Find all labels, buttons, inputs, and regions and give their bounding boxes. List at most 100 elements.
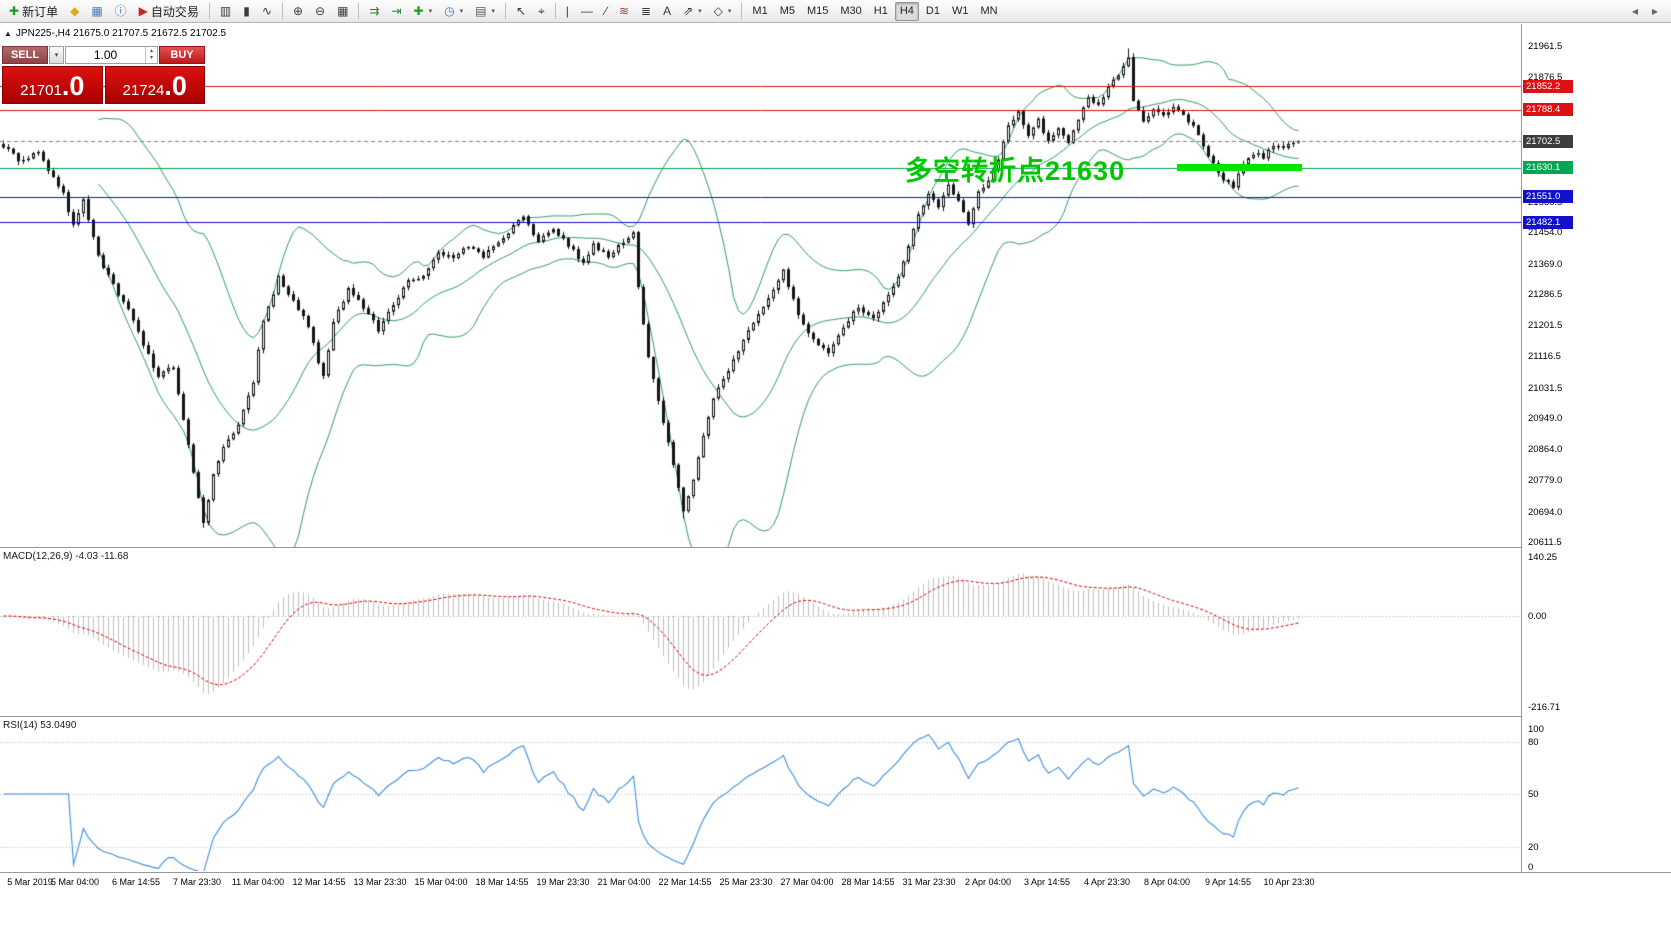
macd-axis-label: 0.00 bbox=[1528, 611, 1547, 622]
toolbar-separator bbox=[741, 3, 743, 19]
time-axis-label: 22 Mar 14:55 bbox=[658, 877, 712, 887]
toolbar-scroll-right-icon: ▸ bbox=[1651, 4, 1658, 18]
sell-button[interactable]: SELL bbox=[2, 46, 48, 64]
time-axis-label: 4 Apr 23:30 bbox=[1083, 877, 1131, 887]
crosshair-icon: ⌖ bbox=[538, 4, 545, 18]
toolbar-separator bbox=[554, 3, 556, 19]
trendline-icon: ∕ bbox=[604, 4, 607, 18]
buy-button[interactable]: BUY bbox=[159, 46, 205, 64]
charts-menu-button[interactable]: ◆ bbox=[65, 2, 84, 21]
line-chart-button[interactable]: ∿ bbox=[257, 2, 277, 21]
timeframe-m1-button[interactable]: M1 bbox=[747, 2, 772, 21]
zoom-in-button[interactable]: ⊕ bbox=[288, 2, 308, 21]
dropdown-caret-icon: ▾ bbox=[727, 8, 732, 15]
zoom-out-button[interactable]: ⊖ bbox=[310, 2, 330, 21]
bar-chart-button[interactable]: ▥ bbox=[215, 2, 236, 21]
periods-icon: ◷ bbox=[444, 4, 455, 18]
time-axis-label: 8 Apr 04:00 bbox=[1143, 877, 1191, 887]
timeframe-mn-button-label: MN bbox=[980, 5, 998, 17]
toolbar-right-buttons: ◂ ▸ bbox=[1626, 2, 1664, 21]
timeframe-mn-button[interactable]: MN bbox=[975, 2, 1002, 21]
timeframe-m15-button[interactable]: M15 bbox=[802, 2, 833, 21]
info-icon: ⓘ bbox=[114, 4, 127, 18]
sell-price-base: 21701 bbox=[20, 82, 62, 99]
shapes-button[interactable]: ◇ ▾ bbox=[709, 2, 737, 21]
timeframe-m5-button-label: M5 bbox=[779, 5, 795, 17]
tile-windows-button[interactable]: ▦ bbox=[332, 2, 353, 21]
text-label-button[interactable]: A bbox=[658, 2, 676, 21]
annotation-text[interactable]: 多空转折点21630 bbox=[905, 156, 1126, 186]
channel-button[interactable]: ≣ bbox=[636, 2, 656, 21]
timeframe-h4-button[interactable]: H4 bbox=[894, 1, 919, 21]
toolbar-separator bbox=[504, 3, 506, 19]
autotrading-button[interactable]: ▶ 自动交易 bbox=[134, 2, 204, 21]
candlestick-chart-button[interactable]: ▮ bbox=[238, 2, 255, 21]
macd-indicator-label: MACD(12,26,9) -4.03 -11.68 bbox=[3, 551, 129, 562]
current-price-badge: 21702.5 bbox=[1523, 134, 1573, 148]
indicators-button[interactable]: ✚ ▾ bbox=[409, 2, 438, 21]
price-tick-label: 21369.0 bbox=[1528, 258, 1563, 270]
timeframe-h1-button[interactable]: H1 bbox=[869, 2, 893, 21]
cursor-button[interactable]: ↖ bbox=[511, 2, 531, 21]
rsi-axis-label: 80 bbox=[1528, 736, 1539, 748]
arrows-button[interactable]: ⇗ ▾ bbox=[678, 2, 707, 21]
volume-field[interactable]: 1.00 ▴ ▾ bbox=[65, 46, 158, 64]
buy-price-display[interactable]: 21724.0 bbox=[104, 66, 205, 104]
market-watch-button[interactable]: ▦ bbox=[86, 2, 107, 21]
time-axis-label: 7 Mar 23:30 bbox=[172, 877, 222, 887]
panel-separator[interactable] bbox=[0, 716, 1671, 717]
text-label-icon: A bbox=[663, 4, 672, 18]
toolbar-scroll-right-button[interactable]: ▸ bbox=[1647, 2, 1663, 21]
auto-scroll-button[interactable]: ⇉ bbox=[364, 2, 384, 21]
rsi-axis-label: 20 bbox=[1528, 841, 1539, 853]
bar-chart-icon: ▥ bbox=[219, 4, 232, 18]
rsi-panel-canvas[interactable] bbox=[0, 718, 1521, 871]
timeframe-d1-button[interactable]: D1 bbox=[921, 2, 945, 21]
horizontal-line-button[interactable]: — bbox=[576, 2, 598, 21]
autotrading-icon: ▶ bbox=[138, 4, 148, 18]
price-tick-label: 20949.0 bbox=[1528, 413, 1563, 424]
time-axis-label: 5 Mar 2019 bbox=[7, 877, 53, 887]
one-click-trading-panel: SELL ▾ 1.00 ▴ ▾ BUY 21701.0 21724.0 bbox=[2, 46, 205, 104]
timeframe-d1-button-label: D1 bbox=[925, 5, 940, 17]
volume-input[interactable]: 1.00 bbox=[93, 48, 118, 62]
time-axis-label: 28 Mar 14:55 bbox=[841, 877, 895, 887]
volume-decrease-button[interactable]: ▾ bbox=[149, 55, 153, 61]
periods-button[interactable]: ◷ ▾ bbox=[439, 2, 468, 21]
level-price-badge: 21788.4 bbox=[1523, 103, 1573, 117]
macd-panel-canvas[interactable] bbox=[0, 549, 1521, 715]
zoom-in-icon: ⊕ bbox=[292, 4, 303, 18]
fibonacci-button[interactable]: ≋ bbox=[614, 2, 634, 21]
timeframe-m30-button-label: M30 bbox=[840, 5, 862, 17]
support-highlight-line[interactable] bbox=[1177, 164, 1302, 172]
chart-shift-button[interactable]: ⇥ bbox=[386, 2, 406, 21]
timeframe-w1-button[interactable]: W1 bbox=[947, 2, 974, 21]
main-chart-canvas[interactable] bbox=[0, 24, 1521, 547]
price-tick-label: 20864.0 bbox=[1528, 444, 1563, 456]
chevron-down-icon: ▾ bbox=[54, 52, 59, 59]
new-order-button-label: 新订单 bbox=[22, 4, 59, 19]
vertical-line-button[interactable]: | bbox=[561, 2, 574, 21]
timeframe-m5-button[interactable]: M5 bbox=[775, 2, 800, 21]
toolbar-separator bbox=[208, 3, 210, 19]
toolbar-scroll-left-button[interactable]: ◂ bbox=[1627, 2, 1643, 21]
time-axis[interactable]: 5 Mar 2019 5 Mar 04:00 6 Mar 14:55 7 Mar 23… bbox=[0, 872, 1671, 947]
templates-button[interactable]: ▤ ▾ bbox=[470, 2, 500, 21]
time-axis-label: 21 Mar 04:00 bbox=[597, 877, 651, 887]
timeframe-m30-button[interactable]: M30 bbox=[835, 2, 866, 21]
price-axis[interactable]: 21961.521876.521791.521706.521621.521536… bbox=[1521, 24, 1671, 873]
volume-increase-button[interactable]: ▴ bbox=[149, 48, 153, 54]
price-tick-label: 21454.0 bbox=[1528, 227, 1563, 239]
timeframe-h1-button-label: H1 bbox=[873, 5, 888, 17]
timeframe-m15-button-label: M15 bbox=[806, 5, 829, 17]
new-order-button[interactable]: ✚ 新订单 bbox=[4, 2, 63, 21]
timeframe-h4-button-label: H4 bbox=[899, 5, 914, 17]
sell-options-dropdown-button[interactable]: ▾ bbox=[49, 46, 64, 64]
trendline-button[interactable]: ∕ bbox=[600, 2, 612, 21]
crosshair-button[interactable]: ⌖ bbox=[533, 2, 550, 21]
sell-price-display[interactable]: 21701.0 bbox=[2, 66, 103, 104]
panel-separator[interactable] bbox=[0, 547, 1671, 548]
rsi-axis-label: 100 bbox=[1528, 724, 1544, 735]
info-button[interactable]: ⓘ bbox=[110, 2, 132, 21]
level-price-badge: 21852.2 bbox=[1523, 79, 1573, 93]
